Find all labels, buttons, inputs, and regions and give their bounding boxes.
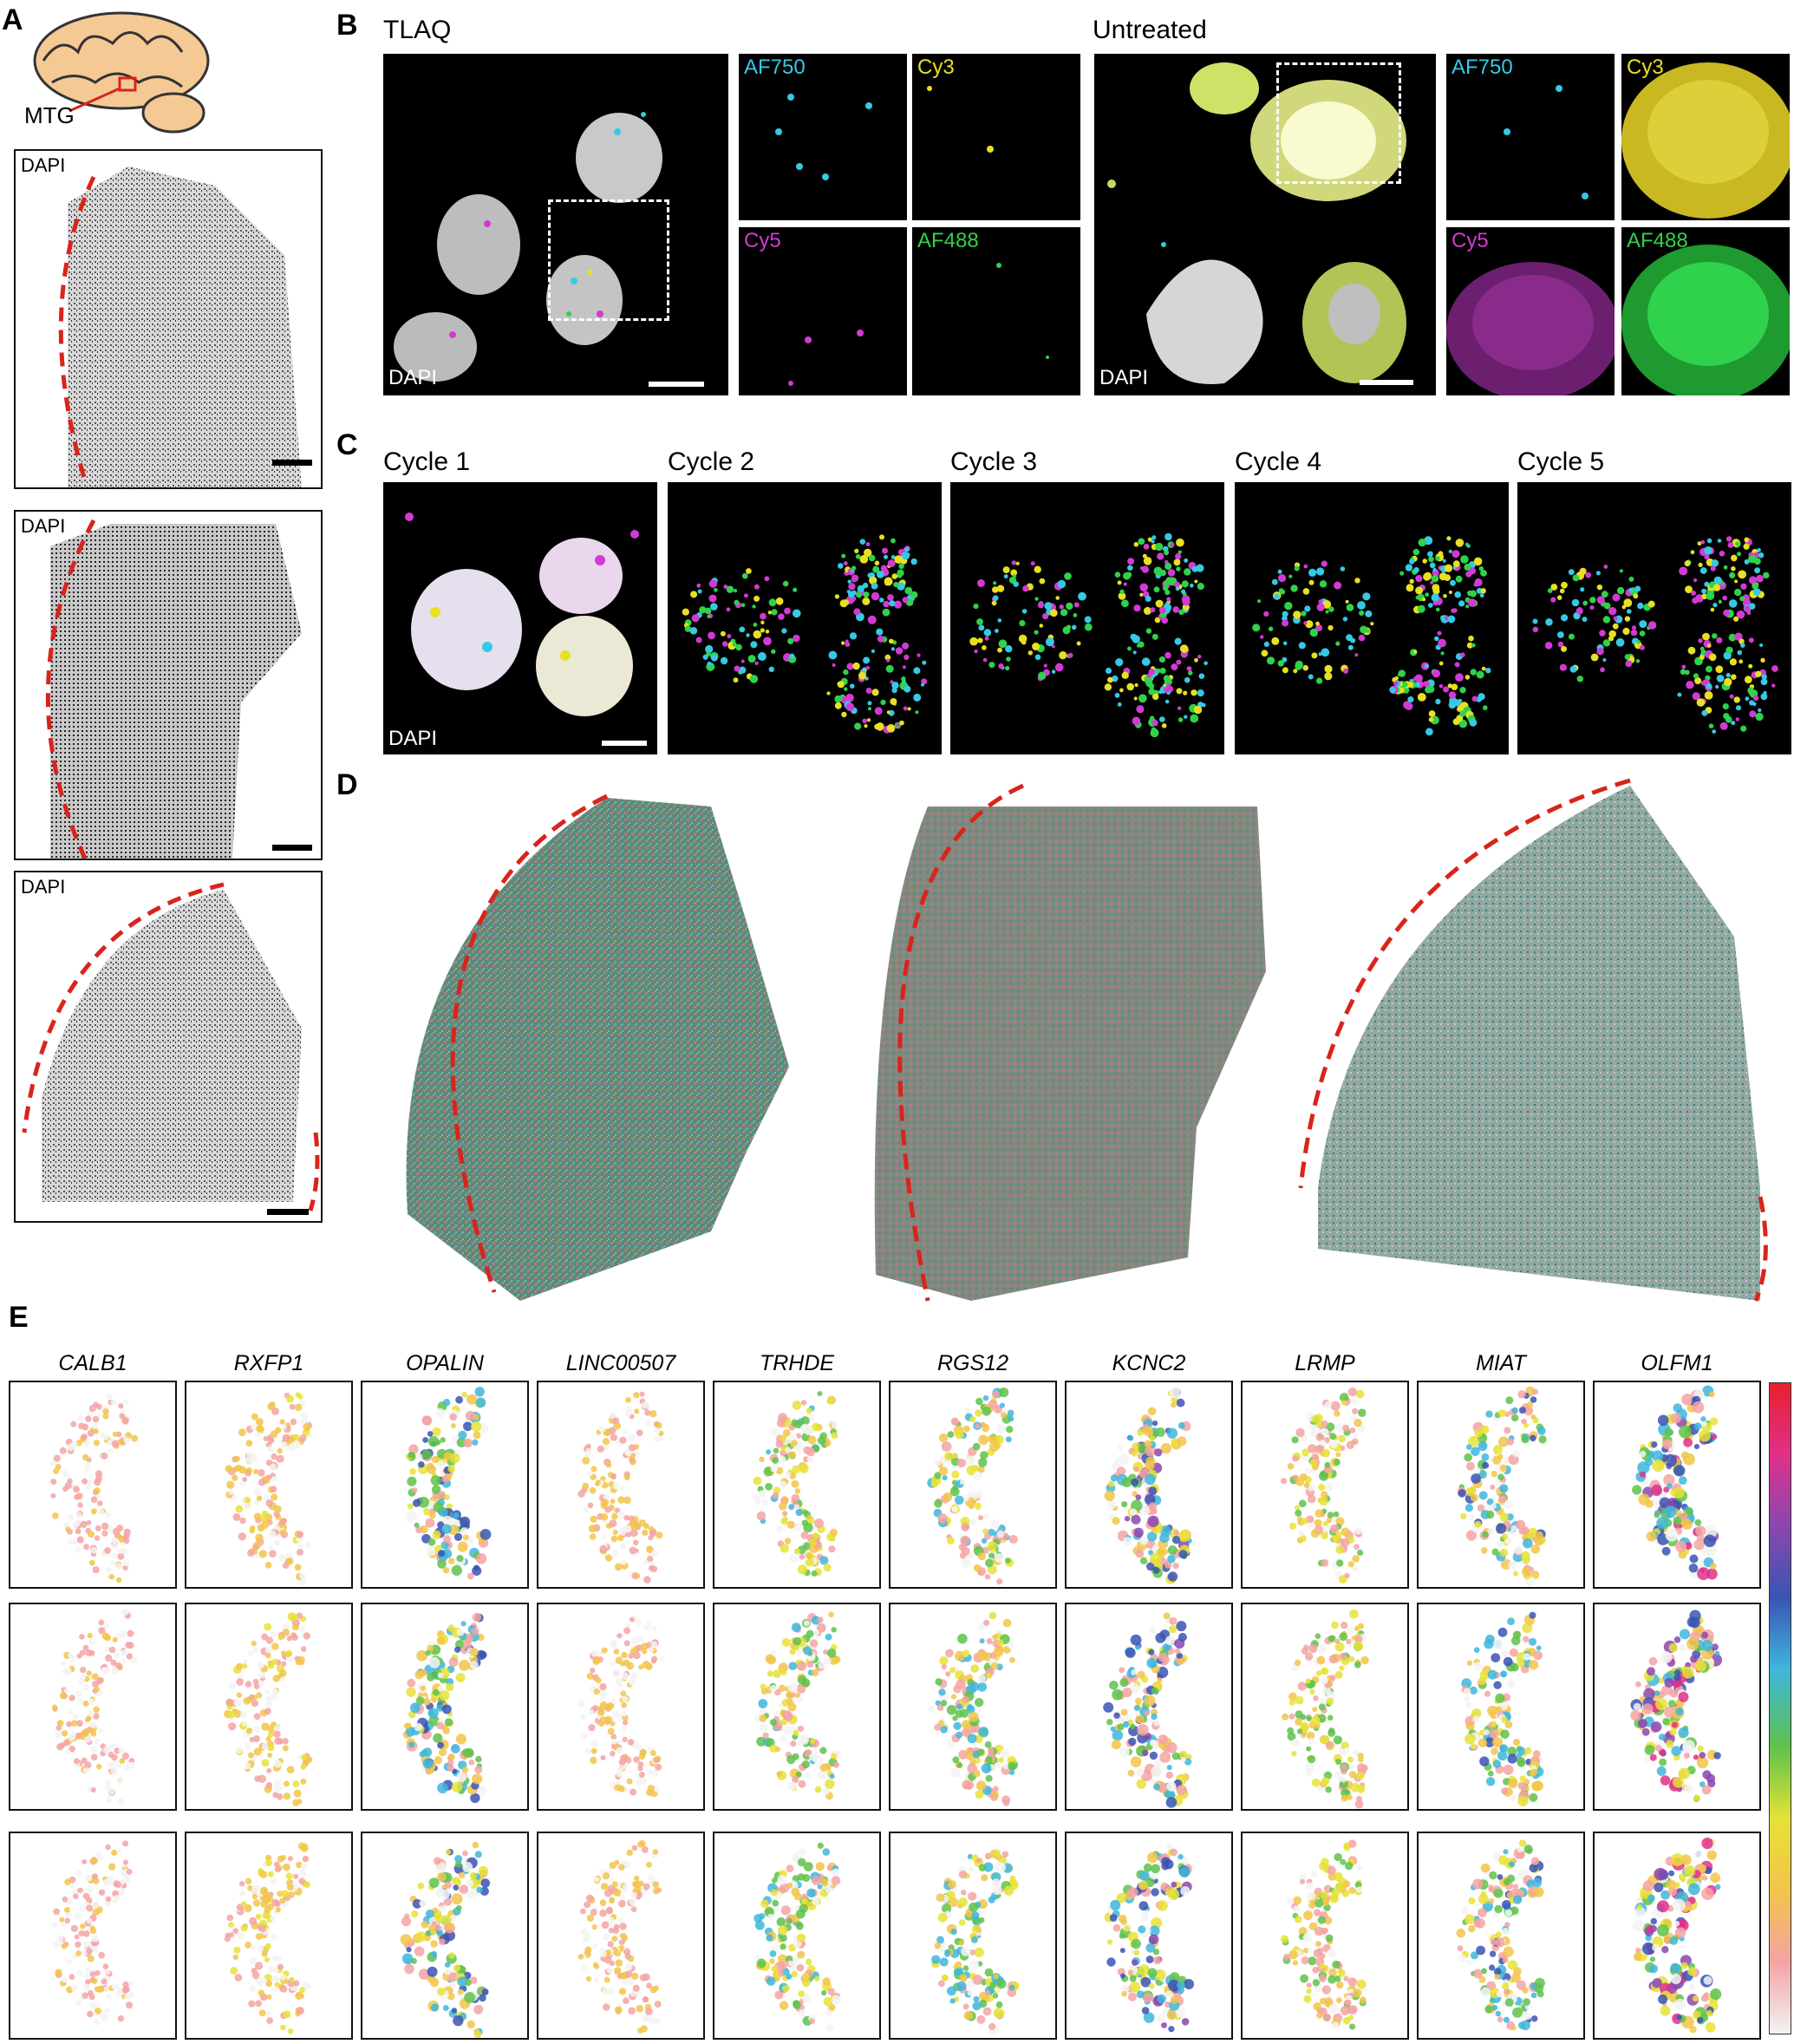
cycle-3-title: Cycle 3 xyxy=(950,447,1038,476)
heatmap-rxfp1-section-3 xyxy=(185,1832,353,2040)
cycle-1-title: Cycle 1 xyxy=(383,447,471,476)
scale-bar xyxy=(602,741,647,746)
heatmap-rgs12-section-2 xyxy=(889,1603,1057,1811)
gene-label-rxfp1: RXFP1 xyxy=(233,1351,304,1375)
tlaq-cy5: Cy5 xyxy=(739,227,907,395)
heatmap-opalin-section-2 xyxy=(361,1603,529,1811)
untreated-cy5: Cy5 xyxy=(1446,227,1615,395)
cycle-3-image xyxy=(950,482,1224,754)
untreated-af750: AF750 xyxy=(1446,54,1615,220)
dapi-section-2: DAPI xyxy=(14,510,323,860)
heatmap-rxfp1-section-2 xyxy=(185,1603,353,1811)
untreated-dapi-image: DAPI xyxy=(1094,54,1436,395)
panel-a-label: A xyxy=(2,3,23,36)
gene-label-rgs12: RGS12 xyxy=(937,1351,1008,1375)
roi-box xyxy=(548,199,669,321)
roi-box xyxy=(1276,62,1401,184)
panel-b-label: B xyxy=(336,9,358,42)
heatmap-rxfp1-section-1 xyxy=(185,1381,353,1589)
panel-d-label: D xyxy=(336,768,358,801)
dapi-section-1: DAPI xyxy=(14,149,323,489)
heatmap-miat-section-2 xyxy=(1417,1603,1585,1811)
heatmap-linc00507-section-3 xyxy=(537,1832,705,2040)
dapi-label: DAPI xyxy=(388,727,438,750)
heatmap-calb1-section-1 xyxy=(9,1381,177,1589)
heatmap-olfm1-section-1 xyxy=(1593,1381,1761,1589)
untreated-cy3: Cy3 xyxy=(1621,54,1790,220)
heatmap-calb1-section-3 xyxy=(9,1832,177,2040)
heatmap-kcnc2-section-1 xyxy=(1065,1381,1233,1589)
heatmap-lrmp-section-3 xyxy=(1241,1832,1409,2040)
cycle-2-image xyxy=(668,482,942,754)
heatmap-lrmp-section-2 xyxy=(1241,1603,1409,1811)
heatmap-calb1-section-2 xyxy=(9,1603,177,1811)
heatmap-olfm1-section-2 xyxy=(1593,1603,1761,1811)
heatmap-opalin-section-3 xyxy=(361,1832,529,2040)
untreated-af488: AF488 xyxy=(1621,227,1790,395)
gene-label-linc00507: LINC00507 xyxy=(565,1351,676,1375)
gene-label-lrmp: LRMP xyxy=(1295,1351,1355,1375)
heatmap-trhde-section-3 xyxy=(713,1832,881,2040)
panel-c-label: C xyxy=(336,428,358,461)
heatmap-rgs12-section-3 xyxy=(889,1832,1057,2040)
heatmap-miat-section-1 xyxy=(1417,1381,1585,1589)
heatmap-trhde-section-2 xyxy=(713,1603,881,1811)
scale-bar xyxy=(267,1209,309,1215)
heatmap-linc00507-section-2 xyxy=(537,1603,705,1811)
cycle-5-title: Cycle 5 xyxy=(1517,447,1605,476)
scale-bar xyxy=(272,460,312,466)
colorbar xyxy=(1769,1382,1791,2034)
gene-label-olfm1: OLFM1 xyxy=(1641,1351,1713,1375)
heatmap-olfm1-section-3 xyxy=(1593,1832,1761,2040)
tlaq-cy3: Cy3 xyxy=(912,54,1080,220)
cycle-4-image xyxy=(1235,482,1509,754)
scale-bar xyxy=(272,845,312,851)
heatmap-linc00507-section-1 xyxy=(537,1381,705,1589)
dapi-section-3: DAPI xyxy=(14,871,323,1223)
dapi-label: DAPI xyxy=(1099,366,1149,389)
untreated-title: Untreated xyxy=(1093,16,1207,44)
scale-bar xyxy=(649,382,704,387)
heatmap-kcnc2-section-2 xyxy=(1065,1603,1233,1811)
dapi-label: DAPI xyxy=(388,366,438,389)
heatmap-lrmp-section-1 xyxy=(1241,1381,1409,1589)
tlaq-af488: AF488 xyxy=(912,227,1080,395)
tlaq-dapi-image: DAPI xyxy=(383,54,728,395)
heatmap-kcnc2-section-3 xyxy=(1065,1832,1233,2040)
heatmap-trhde-section-1 xyxy=(713,1381,881,1589)
cycle-1-image: DAPI xyxy=(383,482,657,754)
cycle-4-title: Cycle 4 xyxy=(1235,447,1322,476)
dapi-label: DAPI xyxy=(21,515,66,537)
tlaq-af750: AF750 xyxy=(739,54,907,220)
cycle-5-image xyxy=(1517,482,1791,754)
heatmap-rgs12-section-1 xyxy=(889,1381,1057,1589)
dapi-label: DAPI xyxy=(21,876,66,898)
gene-label-trhde: TRHDE xyxy=(759,1351,835,1375)
gene-label-kcnc2: KCNC2 xyxy=(1112,1351,1186,1375)
tlaq-title: TLAQ xyxy=(383,16,452,44)
heatmap-opalin-section-1 xyxy=(361,1381,529,1589)
mtg-label: MTG xyxy=(24,102,75,128)
panel-e-label: E xyxy=(9,1301,29,1334)
gene-label-opalin: OPALIN xyxy=(406,1351,484,1375)
gene-label-miat: MIAT xyxy=(1476,1351,1526,1375)
cycle-2-title: Cycle 2 xyxy=(668,447,755,476)
heatmap-miat-section-3 xyxy=(1417,1832,1585,2040)
dapi-label: DAPI xyxy=(21,154,66,176)
gene-label-calb1: CALB1 xyxy=(58,1351,127,1375)
scale-bar xyxy=(1360,380,1413,385)
